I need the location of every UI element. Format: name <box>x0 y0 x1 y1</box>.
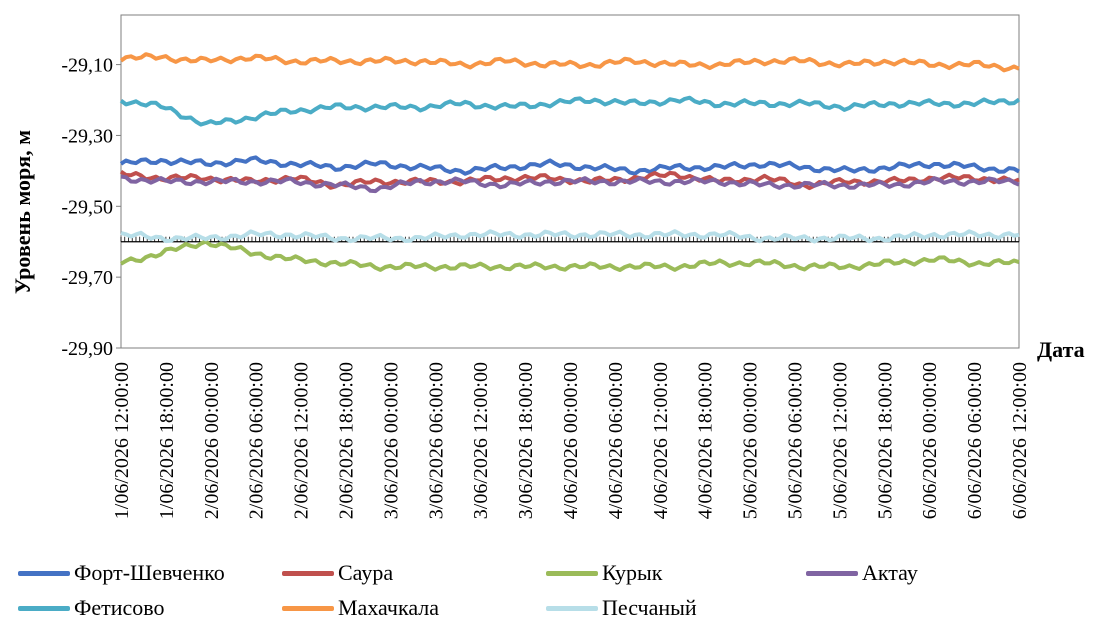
x-tick-label: 4/06/2026 18:00:00 <box>695 362 717 519</box>
x-tick-label: 6/06/2026 06:00:00 <box>964 362 986 519</box>
series-line-7 <box>120 229 1020 244</box>
x-tick-label: 3/06/2026 06:00:00 <box>425 362 447 519</box>
series-line-1 <box>119 155 1021 176</box>
legend-swatch <box>806 570 858 576</box>
legend-label: Махачкала <box>338 595 440 620</box>
x-tick-label: 3/06/2026 18:00:00 <box>515 362 537 519</box>
legend-swatch <box>546 570 598 576</box>
x-tick-label: 5/06/2026 12:00:00 <box>829 362 851 519</box>
legend-item: Песчаный <box>546 595 697 621</box>
series-line-5 <box>119 95 1021 127</box>
legend-item: Махачкала <box>282 595 439 621</box>
series-line-4 <box>120 174 1020 194</box>
legend-item: Форт-Шевченко <box>18 560 225 586</box>
series-line-6 <box>119 52 1020 73</box>
legend-label: Песчаный <box>602 595 697 620</box>
legend-swatch <box>282 570 334 576</box>
x-tick-label: 2/06/2026 00:00:00 <box>201 362 223 519</box>
legend-swatch <box>546 605 598 611</box>
x-axis-label: Дата <box>1037 337 1085 362</box>
y-tick-label: -29,50 <box>61 196 113 218</box>
legend-item: Актау <box>806 560 918 586</box>
x-tick-label: 4/06/2026 12:00:00 <box>650 362 672 519</box>
x-tick-label: 2/06/2026 18:00:00 <box>336 362 358 519</box>
legend-item: Фетисово <box>18 595 165 621</box>
x-tick-label: 3/06/2026 12:00:00 <box>470 362 492 519</box>
x-tick-label: 1/06/2026 18:00:00 <box>156 362 178 519</box>
y-axis-ticks: -29,10 -29,30 -29,50 -29,70 -29,90 <box>61 55 121 360</box>
legend-label: Фетисово <box>74 595 165 620</box>
x-tick-label: 4/06/2026 06:00:00 <box>605 362 627 519</box>
x-tick-label: 3/06/2026 00:00:00 <box>380 362 402 519</box>
y-tick-label: -29,90 <box>61 338 113 360</box>
legend-swatch <box>18 570 70 576</box>
legend-item: Курык <box>546 560 663 586</box>
y-tick-label: -29,10 <box>61 55 113 77</box>
x-tick-label: 5/06/2026 00:00:00 <box>740 362 762 519</box>
y-tick-label: -29,30 <box>61 125 113 147</box>
x-tick-label: 2/06/2026 06:00:00 <box>246 362 268 519</box>
legend-label: Актау <box>862 560 918 585</box>
legend-label: Саура <box>338 560 394 585</box>
x-tick-label: 5/06/2026 06:00:00 <box>785 362 807 519</box>
legend-item: Саура <box>282 560 393 586</box>
legend-label: Форт-Шевченко <box>74 560 225 585</box>
legend-label: Курык <box>602 560 663 585</box>
y-tick-label: -29,70 <box>61 267 113 289</box>
legend-swatch <box>282 605 334 611</box>
x-tick-label: 1/06/2026 12:00:00 <box>111 362 133 519</box>
x-tick-label: 4/06/2026 00:00:00 <box>560 362 582 519</box>
x-tick-label: 2/06/2026 12:00:00 <box>291 362 313 519</box>
y-axis-label: Уровень моря, м <box>10 130 35 294</box>
series-lines <box>119 52 1021 272</box>
x-tick-label: 6/06/2026 12:00:00 <box>1009 362 1031 519</box>
x-tick-label: 5/06/2026 18:00:00 <box>874 362 896 519</box>
x-axis-ticks: 1/06/2026 12:00:00 1/06/2026 18:00:00 2/06… <box>111 362 1031 519</box>
legend-swatch <box>18 605 70 611</box>
series-line-3 <box>119 239 1020 272</box>
x-tick-label: 6/06/2026 00:00:00 <box>919 362 941 519</box>
